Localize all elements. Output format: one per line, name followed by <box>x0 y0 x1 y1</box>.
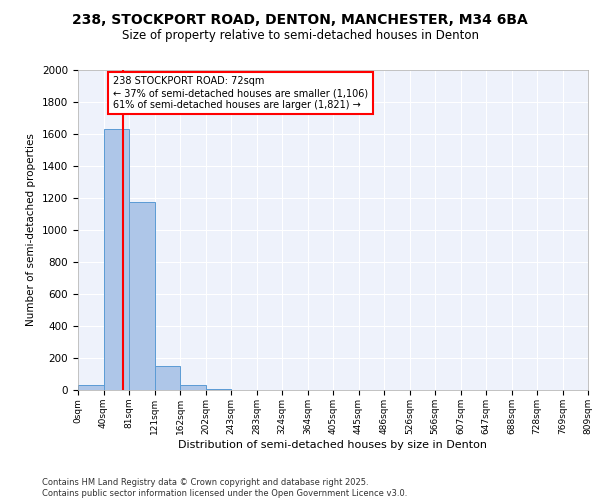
Bar <box>155 366 180 390</box>
Bar <box>78 385 104 390</box>
Text: Size of property relative to semi-detached houses in Denton: Size of property relative to semi-detach… <box>121 29 479 42</box>
Bar <box>180 385 205 390</box>
Bar <box>205 389 231 390</box>
X-axis label: Distribution of semi-detached houses by size in Denton: Distribution of semi-detached houses by … <box>179 440 487 450</box>
Text: 238 STOCKPORT ROAD: 72sqm
← 37% of semi-detached houses are smaller (1,106)
61% : 238 STOCKPORT ROAD: 72sqm ← 37% of semi-… <box>113 76 368 110</box>
Bar <box>104 129 129 390</box>
Text: Contains HM Land Registry data © Crown copyright and database right 2025.
Contai: Contains HM Land Registry data © Crown c… <box>42 478 407 498</box>
Bar <box>129 202 155 390</box>
Y-axis label: Number of semi-detached properties: Number of semi-detached properties <box>26 134 37 326</box>
Text: 238, STOCKPORT ROAD, DENTON, MANCHESTER, M34 6BA: 238, STOCKPORT ROAD, DENTON, MANCHESTER,… <box>72 12 528 26</box>
